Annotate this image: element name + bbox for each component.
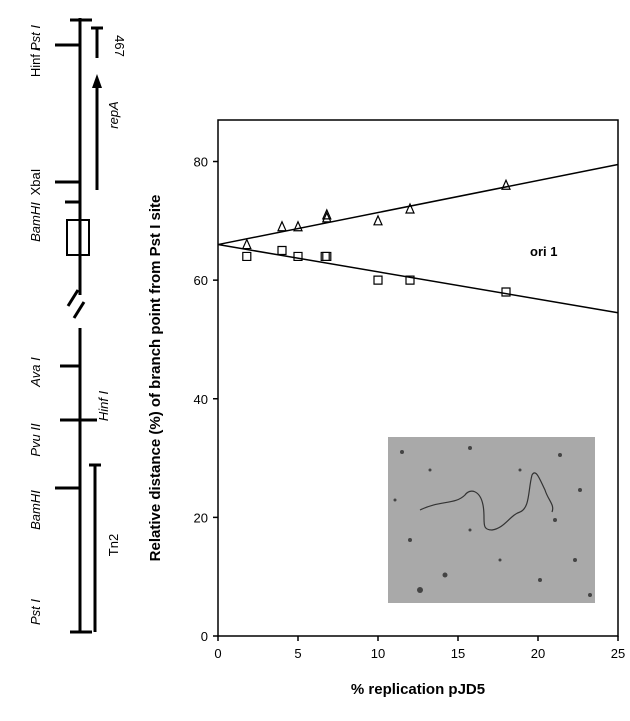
annotation: ori 1 [530, 244, 557, 259]
site-label: Pst I [28, 599, 43, 625]
site-label: BamHI [28, 202, 43, 242]
y-axis-label: Relative distance (%) of branch point fr… [147, 195, 164, 562]
data-point [501, 287, 511, 297]
data-point [277, 220, 287, 232]
x-axis-label: % replication pJD5 [351, 681, 485, 698]
x-tick-label: 20 [531, 646, 545, 661]
data-point [501, 178, 511, 190]
data-point [241, 238, 252, 250]
x-tick-label: 15 [451, 646, 465, 661]
restriction-map [55, 18, 103, 634]
data-point [277, 245, 287, 256]
site-label: BamHI [28, 490, 43, 530]
x-tick-label: 0 [214, 646, 221, 661]
map-labels: Pst I Hinf I 467 repA XbaI BamHI Ava I H… [28, 25, 127, 625]
site-label: Pvu II [28, 423, 43, 457]
fit-line [217, 163, 619, 246]
site-label: Hinf I [96, 390, 111, 421]
micrograph-inset [388, 437, 595, 603]
data-point [322, 251, 332, 262]
data-point [321, 211, 332, 223]
data-point [405, 202, 415, 214]
site-label: 467 [112, 35, 127, 57]
gene-label: repA [106, 101, 121, 128]
data-point [321, 208, 332, 220]
y-tick-label: 40 [194, 392, 208, 407]
x-tick-label: 5 [294, 646, 301, 661]
gene-label: Tn2 [106, 534, 121, 556]
plot-frame [217, 119, 619, 637]
x-tick-label: 10 [371, 646, 385, 661]
arrowhead [92, 74, 102, 88]
site-label: XbaI [28, 169, 43, 196]
x-tick-label: 25 [611, 646, 625, 661]
site-label: Pst I [28, 25, 43, 51]
data-point [293, 251, 303, 262]
data-point [293, 220, 303, 232]
y-tick-label: 0 [201, 629, 208, 644]
data-point [373, 275, 383, 285]
data-point [405, 275, 415, 285]
y-tick-label: 60 [194, 273, 208, 288]
data-point [242, 251, 252, 262]
site-label: Ava I [28, 357, 43, 388]
data-point [373, 214, 383, 226]
y-tick-label: 20 [194, 510, 208, 525]
fit-line [217, 243, 619, 314]
y-tick-label: 80 [194, 155, 208, 170]
site-label: Hinf I [28, 47, 43, 77]
